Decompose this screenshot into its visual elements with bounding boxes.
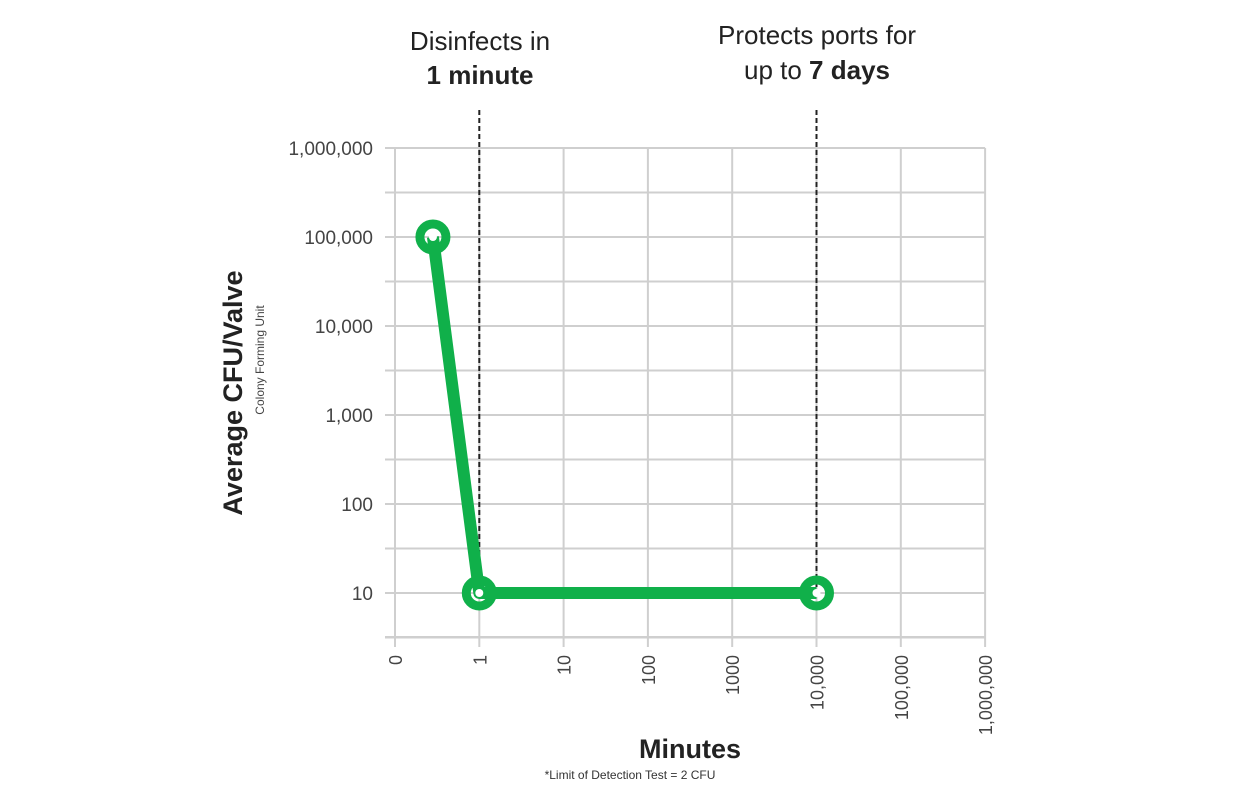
data-point-center xyxy=(475,589,484,597)
series xyxy=(415,219,834,611)
data-point xyxy=(799,575,834,611)
annotation-1-line2: 1 minute xyxy=(427,60,534,90)
annotation-2-bold: 7 days xyxy=(809,55,890,85)
data-point-center xyxy=(812,589,821,597)
data-point-center xyxy=(428,233,437,241)
annotation-lines xyxy=(478,110,818,593)
annotation-2-line2: up to 7 days xyxy=(744,55,890,85)
data-point xyxy=(461,575,497,611)
annotation-2-line1: Protects ports for xyxy=(718,20,916,50)
x-tick-label: 1 xyxy=(470,655,490,665)
x-tick-label: 1,000,000 xyxy=(976,655,996,735)
y-tick-label: 1,000 xyxy=(325,406,373,427)
footnote: *Limit of Detection Test = 2 CFU xyxy=(545,768,716,782)
annotation-1-bold: 1 minute xyxy=(427,60,534,90)
x-tick-label: 100,000 xyxy=(892,655,912,720)
x-tick-label: 10 xyxy=(555,655,575,675)
y-tick-label: 1,000,000 xyxy=(288,139,373,160)
y-tick-labels: 10 100 1,000 10,000 100,000 1,000,000 xyxy=(288,139,373,605)
y-axis-label: Average CFU/Valve xyxy=(218,270,248,515)
x-tick-label: 1000 xyxy=(723,655,743,695)
y-tick-label: 100,000 xyxy=(304,228,373,249)
x-axis-label: Minutes xyxy=(639,734,741,764)
x-tick-label: 0 xyxy=(386,655,406,665)
y-tick-label: 10 xyxy=(352,584,373,605)
data-point xyxy=(415,219,451,255)
x-tick-labels: 0 1 10 100 1000 10,000 100,000 1,000,000 xyxy=(386,655,996,735)
x-tick-label: 100 xyxy=(639,655,659,685)
x-tick-label: 10,000 xyxy=(808,655,828,710)
annotation-2-prefix: up to xyxy=(744,55,809,85)
annotation-1-line1: Disinfects in xyxy=(410,26,550,56)
y-axis-sublabel: Colony Forming Unit xyxy=(253,305,267,415)
y-tick-label: 10,000 xyxy=(315,317,373,338)
y-tick-label: 100 xyxy=(341,495,373,516)
